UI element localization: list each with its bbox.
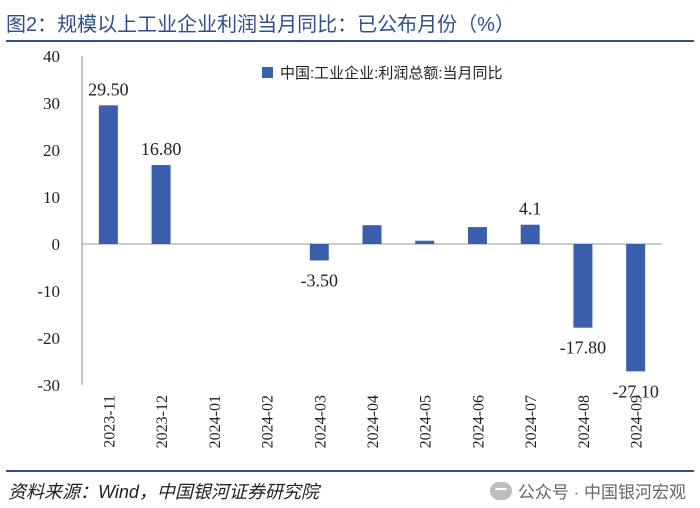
bar-2024-09 xyxy=(626,244,646,372)
watermark: 公众号 · 中国银河宏观 xyxy=(489,478,686,503)
data-label: 16.80 xyxy=(141,139,182,159)
y-tick-label: 40 xyxy=(43,47,60,66)
wechat-icon xyxy=(489,481,512,500)
y-tick-label: 10 xyxy=(43,188,60,207)
x-tick-label: 2024-08 xyxy=(576,395,593,448)
bar-2023-12 xyxy=(151,165,171,244)
legend-swatch xyxy=(262,67,273,78)
y-tick-label: 30 xyxy=(43,94,60,113)
data-label: -3.50 xyxy=(301,270,339,290)
x-tick-label: 2024-09 xyxy=(629,395,646,448)
bar-2024-03 xyxy=(309,244,329,261)
bar-2024-05 xyxy=(415,240,435,244)
bar-2024-06 xyxy=(467,227,487,244)
x-tick-label: 2024-01 xyxy=(207,395,224,448)
title-rule xyxy=(6,40,694,42)
x-tick-label: 2024-05 xyxy=(418,395,435,448)
x-tick-label: 2024-02 xyxy=(260,395,277,448)
x-tick-label: 2023-12 xyxy=(154,395,171,448)
footer-rule xyxy=(6,470,694,472)
bar-2024-07 xyxy=(520,224,540,244)
x-tick-label: 2024-03 xyxy=(312,395,329,448)
x-tick-label: 2024-06 xyxy=(470,395,487,448)
data-label: 29.50 xyxy=(88,79,129,99)
legend-label: 中国:工业企业:利润总额:当月同比 xyxy=(280,64,503,82)
bar-chart: 40 30 20 10 0 -10 -20 -30 29.50 2023-11 16.80 2023-… xyxy=(37,47,662,448)
data-label: -27.10 xyxy=(612,381,659,401)
source-note: 资料来源：Wind，中国银河证券研究院 xyxy=(8,482,319,502)
x-tick-label: 2024-07 xyxy=(523,395,540,448)
x-tick-label: 2023-11 xyxy=(101,395,118,448)
chart-title: 图2：规模以上工业企业利润当月同比：已公布月份（%） xyxy=(6,14,515,36)
bar-2023-11 xyxy=(98,105,118,244)
y-tick-label: 0 xyxy=(52,235,61,254)
y-tick-label: -10 xyxy=(37,282,60,301)
x-tick-label: 2024-04 xyxy=(365,395,382,448)
bar-2024-04 xyxy=(362,225,382,244)
data-label: 4.1 xyxy=(519,199,542,219)
watermark-text: 公众号 · 中国银河宏观 xyxy=(517,483,686,502)
y-tick-label: 20 xyxy=(43,141,60,160)
bar-2024-08 xyxy=(573,244,593,328)
data-label: -17.80 xyxy=(560,338,607,358)
y-tick-label: -30 xyxy=(37,376,60,395)
y-tick-label: -20 xyxy=(37,329,60,348)
